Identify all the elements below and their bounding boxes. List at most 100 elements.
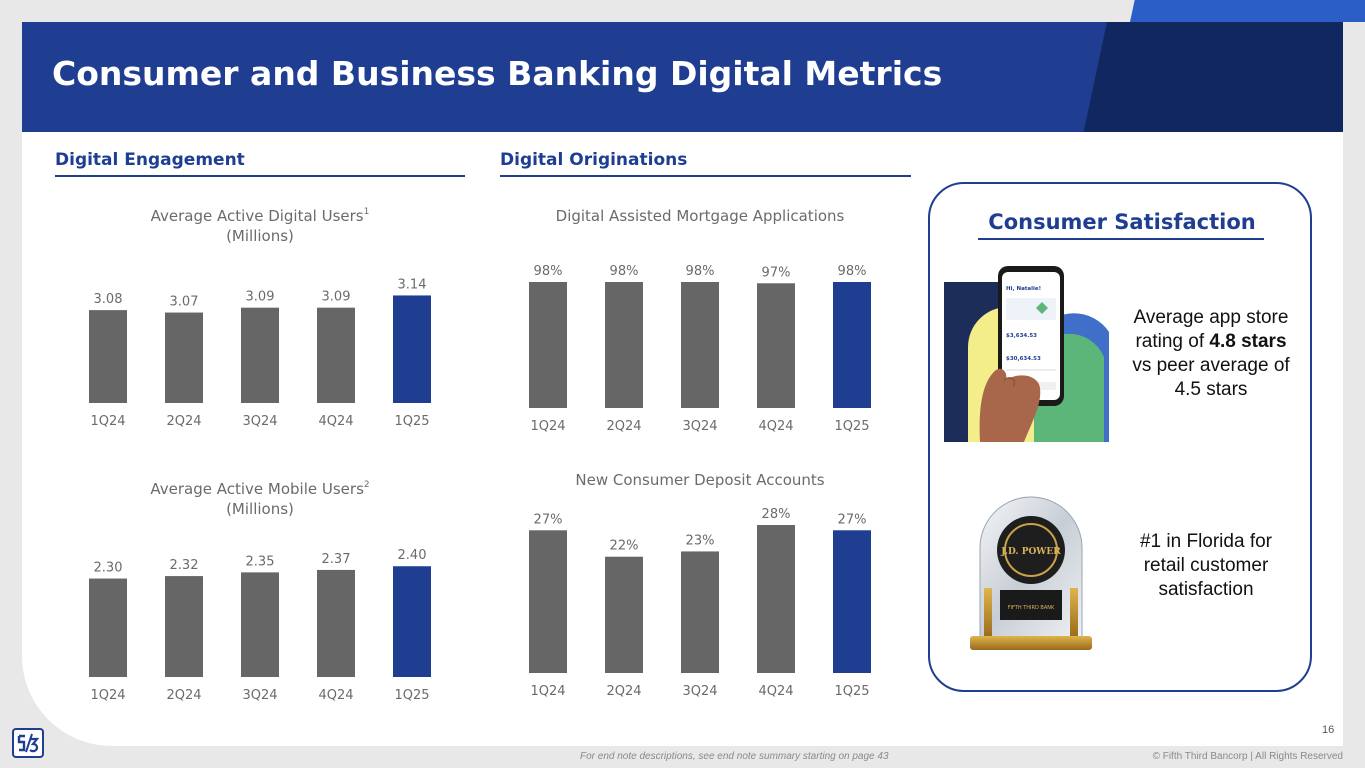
data-label-1q24: 2.30	[94, 561, 123, 576]
data-label-1q25: 27%	[838, 512, 867, 527]
category-label-1q25: 1Q25	[834, 684, 869, 699]
data-label-3q24: 98%	[686, 264, 715, 279]
chart-digital-users: 3.08 1Q24 3.07 2Q24 3.09 3Q24 3.09 4Q24 3.14 1Q25	[85, 245, 440, 435]
category-label-1q24: 1Q24	[530, 419, 565, 434]
data-label-3q24: 3.09	[246, 290, 275, 305]
data-label-1q24: 98%	[534, 264, 563, 279]
data-label-4q24: 3.09	[322, 290, 351, 305]
category-label-3q24: 3Q24	[242, 414, 277, 429]
category-label-4q24: 4Q24	[318, 688, 353, 703]
chart-title-deposits: New Consumer Deposit Accounts	[575, 471, 825, 489]
header-band: Consumer and Business Banking Digital Me…	[22, 22, 1343, 132]
phone-greeting: Hi, Natalie!	[1006, 286, 1041, 292]
award-post-right	[1070, 588, 1078, 638]
bar-2q24	[165, 312, 203, 403]
award-seal	[997, 516, 1065, 584]
category-label-4q24: 4Q24	[758, 419, 793, 434]
category-label-1q24: 1Q24	[530, 684, 565, 699]
data-label-4q24: 28%	[762, 507, 791, 522]
logo-three	[29, 737, 40, 753]
award-brand: J.D. POWER	[1000, 547, 1061, 557]
florida-satisfaction-text: #1 in Florida for retail customer satisf…	[1139, 531, 1272, 600]
chart-mortgage-svg: 98% 1Q24 98% 2Q24 98% 3Q24 97% 4Q24 98% 1Q25	[529, 264, 871, 434]
chart-deposits: 27% 1Q24 22% 2Q24 23% 3Q24 28% 4Q24 27% 1Q25	[525, 495, 880, 705]
category-label-4q24: 4Q24	[758, 684, 793, 699]
award-plaque-text: FIFTH THIRD BANK	[1008, 605, 1055, 611]
chart-title-mortgage: Digital Assisted Mortgage Applications	[555, 207, 845, 225]
fifth-third-logo	[12, 728, 44, 758]
bar-3q24	[681, 551, 719, 673]
bar-1q24	[89, 578, 127, 677]
chart-title-text: Average Active Digital Users	[150, 207, 364, 225]
category-label-3q24: 3Q24	[242, 688, 277, 703]
app-rating-pre: Average app store rating of	[1133, 307, 1289, 352]
award-seal-ring	[1004, 523, 1058, 577]
chart-deposits-svg: 27% 1Q24 22% 2Q24 23% 3Q24 28% 4Q24 27% 1Q25	[529, 507, 871, 699]
category-label-2q24: 2Q24	[606, 684, 641, 699]
chart-title-note: 1	[363, 207, 370, 217]
data-label-4q24: 2.37	[322, 552, 351, 567]
category-label-2q24: 2Q24	[166, 688, 201, 703]
bar-4q24	[317, 569, 355, 677]
bar-3q24	[681, 282, 719, 408]
category-label-1q25: 1Q25	[834, 419, 869, 434]
category-label-2q24: 2Q24	[606, 419, 641, 434]
copyright: © Fifth Third Bancorp | All Rights Reser…	[1152, 751, 1343, 762]
chart-mobile-users-svg: 2.30 1Q24 2.32 2Q24 2.35 3Q24 2.37 4Q24 2.40 1Q25	[89, 548, 431, 703]
bar-4q24	[757, 525, 795, 673]
consumer-satisfaction-title: Consumer Satisfaction	[988, 210, 1256, 234]
hand-finger-line	[1003, 377, 1016, 387]
chart-mobile-users: 2.30 1Q24 2.32 2Q24 2.35 3Q24 2.37 4Q24 2.40 1Q25	[85, 517, 440, 707]
category-label-4q24: 4Q24	[318, 414, 353, 429]
app-rating-text: Average app store rating of 4.8 stars vs…	[1126, 306, 1296, 402]
category-label-1q25: 1Q25	[394, 414, 429, 429]
phone-card	[1006, 298, 1056, 320]
data-label-3q24: 23%	[686, 533, 715, 548]
data-label-2q24: 22%	[610, 539, 639, 554]
hand-shape	[979, 368, 1041, 442]
data-label-4q24: 97%	[762, 265, 791, 280]
bar-3q24	[241, 307, 279, 403]
bar-1q25	[833, 530, 871, 673]
phone-balance-1: $3,634.53	[1006, 333, 1037, 339]
category-label-1q25: 1Q25	[394, 688, 429, 703]
category-label-1q24: 1Q24	[90, 414, 125, 429]
chart-subtitle: (Millions)	[226, 227, 294, 245]
consumer-satisfaction-rule	[978, 238, 1264, 240]
data-label-2q24: 98%	[610, 264, 639, 279]
chart-subtitle: (Millions)	[226, 500, 294, 518]
chart-title-mobile-users: Average Active Mobile Users2 (Millions)	[85, 475, 435, 519]
chart-mortgage: 98% 1Q24 98% 2Q24 98% 3Q24 97% 4Q24 98% 1Q25	[525, 250, 880, 440]
category-label-2q24: 2Q24	[166, 414, 201, 429]
logo-slash	[25, 733, 33, 753]
bar-2q24	[605, 556, 643, 673]
award-base	[970, 636, 1092, 650]
chart-title-note: 2	[363, 480, 370, 490]
end-note-reference: For end note descriptions, see end note …	[580, 751, 889, 762]
data-label-1q25: 2.40	[398, 548, 427, 563]
data-label-2q24: 3.07	[170, 295, 199, 310]
page-number: 16	[1322, 724, 1335, 736]
award-plaque	[1000, 590, 1062, 620]
category-label-3q24: 3Q24	[682, 419, 717, 434]
chart-title-text: Average Active Mobile Users	[150, 480, 364, 498]
bar-1q25	[393, 295, 431, 403]
section-rule-originations	[500, 175, 911, 177]
app-rating-bold: 4.8 stars	[1209, 331, 1287, 352]
app-rating-post: vs peer average of 4.5 stars	[1132, 355, 1290, 400]
phone-card-icon	[1036, 302, 1048, 314]
bar-1q24	[89, 310, 127, 403]
category-label-3q24: 3Q24	[682, 684, 717, 699]
header-accent	[1083, 22, 1343, 132]
bar-2q24	[165, 576, 203, 677]
section-rule-engagement	[55, 175, 465, 177]
bar-4q24	[317, 307, 355, 403]
data-label-1q25: 98%	[838, 264, 867, 279]
header-corner-accent	[1130, 0, 1365, 22]
award-post-left	[984, 588, 992, 638]
bar-4q24	[757, 283, 795, 408]
bar-3q24	[241, 572, 279, 677]
data-label-1q25: 3.14	[398, 277, 427, 292]
data-label-1q24: 3.08	[94, 292, 123, 307]
data-label-2q24: 2.32	[170, 558, 199, 573]
